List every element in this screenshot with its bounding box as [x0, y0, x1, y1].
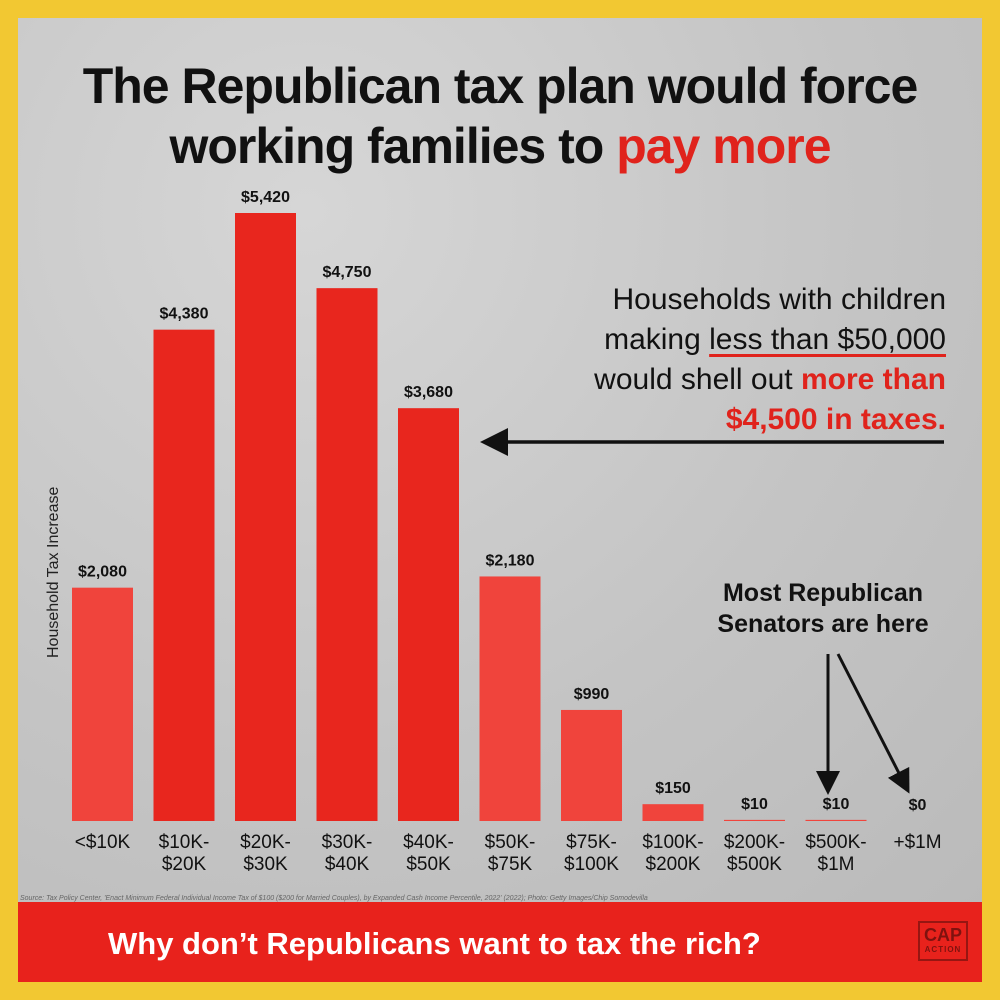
- category-label-1-0: $10K-: [159, 832, 210, 853]
- bar-chart: $2,080<$10K$4,380$10K-$20K$5,420$20K-$30…: [72, 189, 944, 875]
- callout-line-2: making less than $50,000: [594, 320, 946, 360]
- category-label-3-0: $30K-: [322, 832, 373, 853]
- bar-2: [235, 213, 296, 821]
- value-label-6: $990: [574, 686, 610, 703]
- callout-underline: less than $50,000: [709, 323, 946, 356]
- value-label-9: $10: [823, 796, 850, 813]
- value-label-0: $2,080: [78, 564, 127, 581]
- callout-line-3-prefix: would shell out: [594, 363, 801, 396]
- bar-1: [153, 329, 215, 821]
- callout-text: Households with children making less tha…: [594, 280, 946, 440]
- bar-5: [479, 576, 541, 821]
- logo-cap: CAP: [923, 925, 962, 945]
- cap-action-logo: CAP ACTION: [918, 921, 968, 961]
- value-label-1: $4,380: [160, 306, 209, 323]
- bottom-banner: Why don’t Republicans want to tax the ri…: [18, 902, 982, 982]
- bar-8: [724, 819, 785, 821]
- value-label-2: $5,420: [241, 189, 290, 206]
- category-label-9-1: $1M: [818, 854, 855, 875]
- category-label-9-0: $500K-: [805, 832, 866, 853]
- value-label-10: $0: [909, 797, 927, 814]
- category-label-4-1: $50K: [406, 854, 451, 875]
- callout-highlight-2: $4,500 in taxes.: [725, 403, 946, 436]
- category-label-0: <$10K: [75, 832, 131, 853]
- bar-3: [316, 288, 378, 821]
- source-citation: Source: Tax Policy Center, 'Enact Minimu…: [20, 895, 648, 902]
- bar-6: [561, 709, 622, 821]
- category-label-3-1: $40K: [325, 854, 370, 875]
- bar-4: [398, 408, 459, 821]
- category-label-8-1: $500K: [727, 854, 782, 875]
- category-label-7-1: $200K: [646, 854, 701, 875]
- title-highlight: pay more: [616, 118, 831, 174]
- value-label-3: $4,750: [323, 264, 372, 281]
- category-label-1-1: $20K: [162, 854, 207, 875]
- category-label-2-1: $30K: [243, 854, 288, 875]
- category-label-5-0: $50K-: [485, 832, 536, 853]
- bar-9: [805, 819, 867, 821]
- senators-arrow-2: [836, 653, 910, 794]
- senators-note-line-2: Senators are here: [717, 610, 929, 638]
- category-label-10: +$1M: [893, 832, 941, 853]
- value-label-5: $2,180: [486, 552, 535, 569]
- value-label-7: $150: [655, 780, 691, 797]
- title-line-2: working families to pay more: [18, 118, 982, 174]
- bar-7: [642, 804, 704, 821]
- y-axis-label: Household Tax Increase: [45, 486, 62, 658]
- value-label-8: $10: [741, 796, 768, 813]
- category-label-6-1: $100K: [564, 854, 619, 875]
- category-label-8-0: $200K-: [724, 832, 785, 853]
- category-label-7-0: $100K-: [642, 832, 703, 853]
- senators-note: Most Republican Senators are here: [698, 578, 948, 640]
- banner-question: Why don’t Republicans want to tax the ri…: [108, 926, 761, 961]
- poster-panel: The Republican tax plan would force work…: [18, 18, 982, 982]
- senators-note-line-1: Most Republican: [722, 579, 923, 607]
- callout-line-1: Households with children: [612, 283, 946, 316]
- category-label-5-1: $75K: [488, 854, 533, 875]
- value-label-4: $3,680: [404, 384, 453, 401]
- callout-line-2-prefix: making: [604, 323, 710, 356]
- callout-line-3: would shell out more than: [594, 360, 946, 400]
- title-line-2-prefix: working families to: [169, 118, 617, 174]
- callout-highlight-1: more than: [800, 363, 946, 396]
- category-label-4-0: $40K-: [403, 832, 454, 853]
- title-line-1: The Republican tax plan would force: [82, 58, 919, 114]
- category-label-6-0: $75K-: [566, 832, 617, 853]
- bar-0: [72, 587, 133, 821]
- category-label-2-0: $20K-: [240, 832, 291, 853]
- logo-action: ACTION: [924, 945, 962, 954]
